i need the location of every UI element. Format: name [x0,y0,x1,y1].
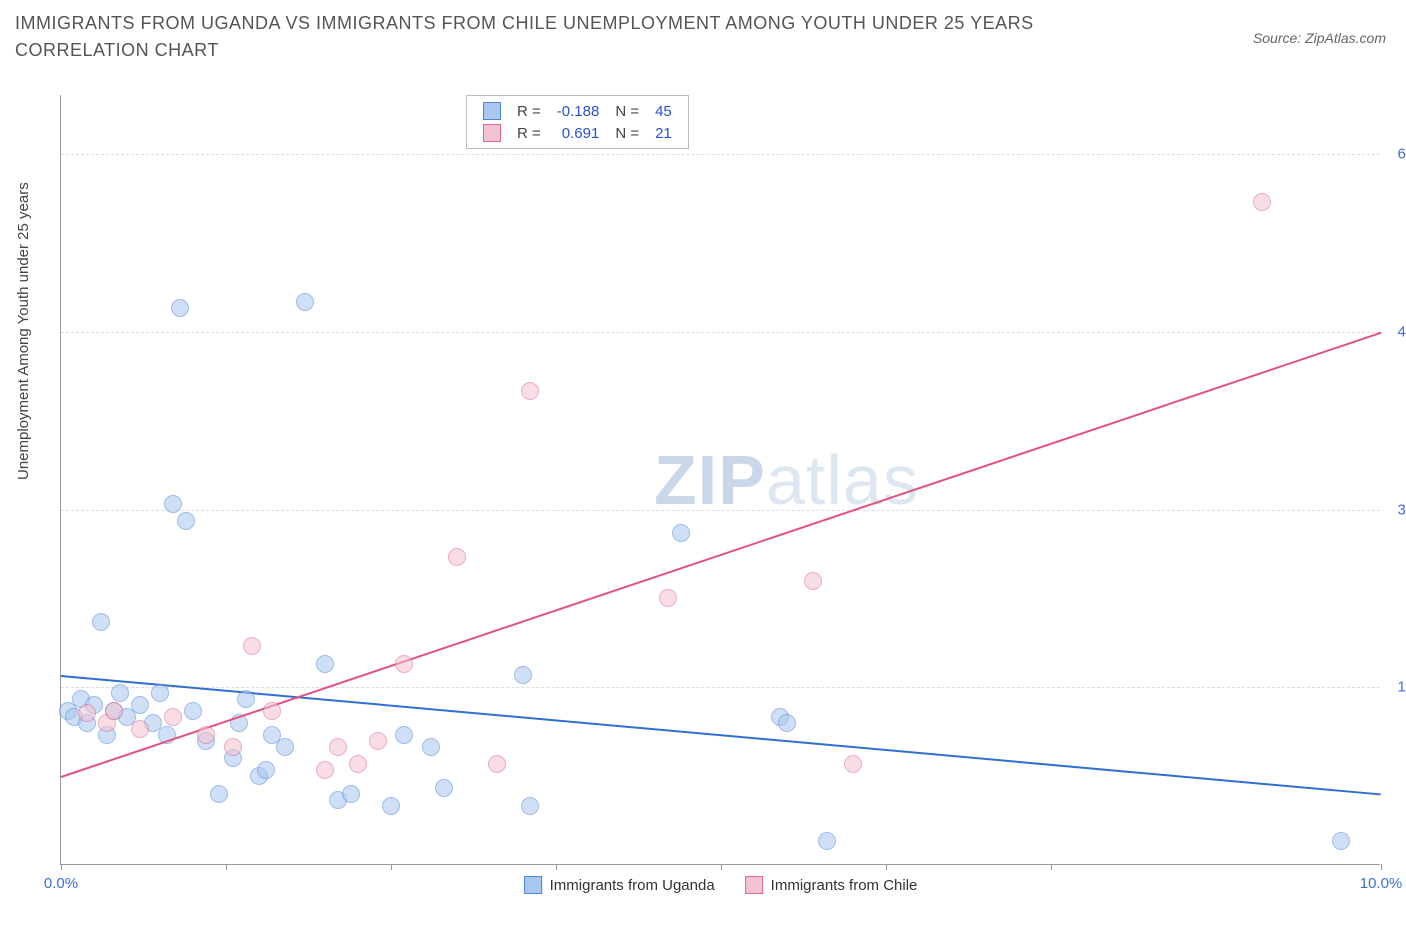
x-tick-label: 0.0% [44,875,78,892]
y-axis-label: Unemployment Among Youth under 25 years [15,182,32,480]
data-point [151,684,169,702]
data-point [672,524,690,542]
data-point [257,761,275,779]
data-point [316,761,334,779]
data-point [382,797,400,815]
source-attribution: Source: ZipAtlas.com [1253,30,1386,46]
data-point [488,755,506,773]
data-point [276,738,294,756]
data-point [521,382,539,400]
data-point [78,704,96,722]
data-point [395,726,413,744]
y-tick-label: 45.0% [1385,323,1406,340]
data-point [329,738,347,756]
data-point [1332,832,1350,850]
data-point [111,684,129,702]
x-tick [886,864,887,870]
data-point [92,613,110,631]
data-point [844,755,862,773]
data-point [316,655,334,673]
gridline [61,510,1380,511]
gridline [61,154,1380,155]
data-point [131,720,149,738]
data-point [263,702,281,720]
data-point [659,589,677,607]
data-point [237,690,255,708]
data-point [422,738,440,756]
data-point [210,785,228,803]
data-point [164,495,182,513]
data-point [435,779,453,797]
data-point [1253,193,1271,211]
header-row: IMMIGRANTS FROM UGANDA VS IMMIGRANTS FRO… [15,10,1386,64]
x-tick [721,864,722,870]
stats-row: R =-0.188N =45 [475,100,680,122]
data-point [818,832,836,850]
series-legend: Immigrants from Uganda Immigrants from Ch… [524,876,918,894]
data-point [105,702,123,720]
data-point [349,755,367,773]
trend-line [61,332,1382,778]
data-point [804,572,822,590]
chart-title: IMMIGRANTS FROM UGANDA VS IMMIGRANTS FRO… [15,10,1115,64]
x-tick [391,864,392,870]
data-point [171,299,189,317]
data-point [296,293,314,311]
x-tick [556,864,557,870]
data-point [521,797,539,815]
x-tick-label: 10.0% [1360,875,1403,892]
correlation-stats-box: R =-0.188N =45R =0.691N =21 [466,95,689,149]
x-tick [226,864,227,870]
legend-item: Immigrants from Uganda [524,876,715,894]
x-tick [1381,864,1382,870]
data-point [778,714,796,732]
scatter-plot: ZIPatlas R =-0.188N =45R =0.691N =21 Imm… [60,95,1380,865]
legend-item: Immigrants from Chile [745,876,918,894]
data-point [243,637,261,655]
data-point [184,702,202,720]
data-point [131,696,149,714]
watermark: ZIPatlas [654,440,919,520]
gridline [61,332,1380,333]
data-point [448,548,466,566]
y-tick-label: 30.0% [1385,501,1406,518]
data-point [342,785,360,803]
data-point [514,666,532,684]
y-tick-label: 60.0% [1385,146,1406,163]
data-point [369,732,387,750]
data-point [164,708,182,726]
data-point [395,655,413,673]
gridline [61,687,1380,688]
data-point [177,512,195,530]
stats-row: R =0.691N =21 [475,122,680,144]
x-tick [1051,864,1052,870]
x-tick [61,864,62,870]
data-point [224,738,242,756]
y-tick-label: 15.0% [1385,679,1406,696]
data-point [197,726,215,744]
